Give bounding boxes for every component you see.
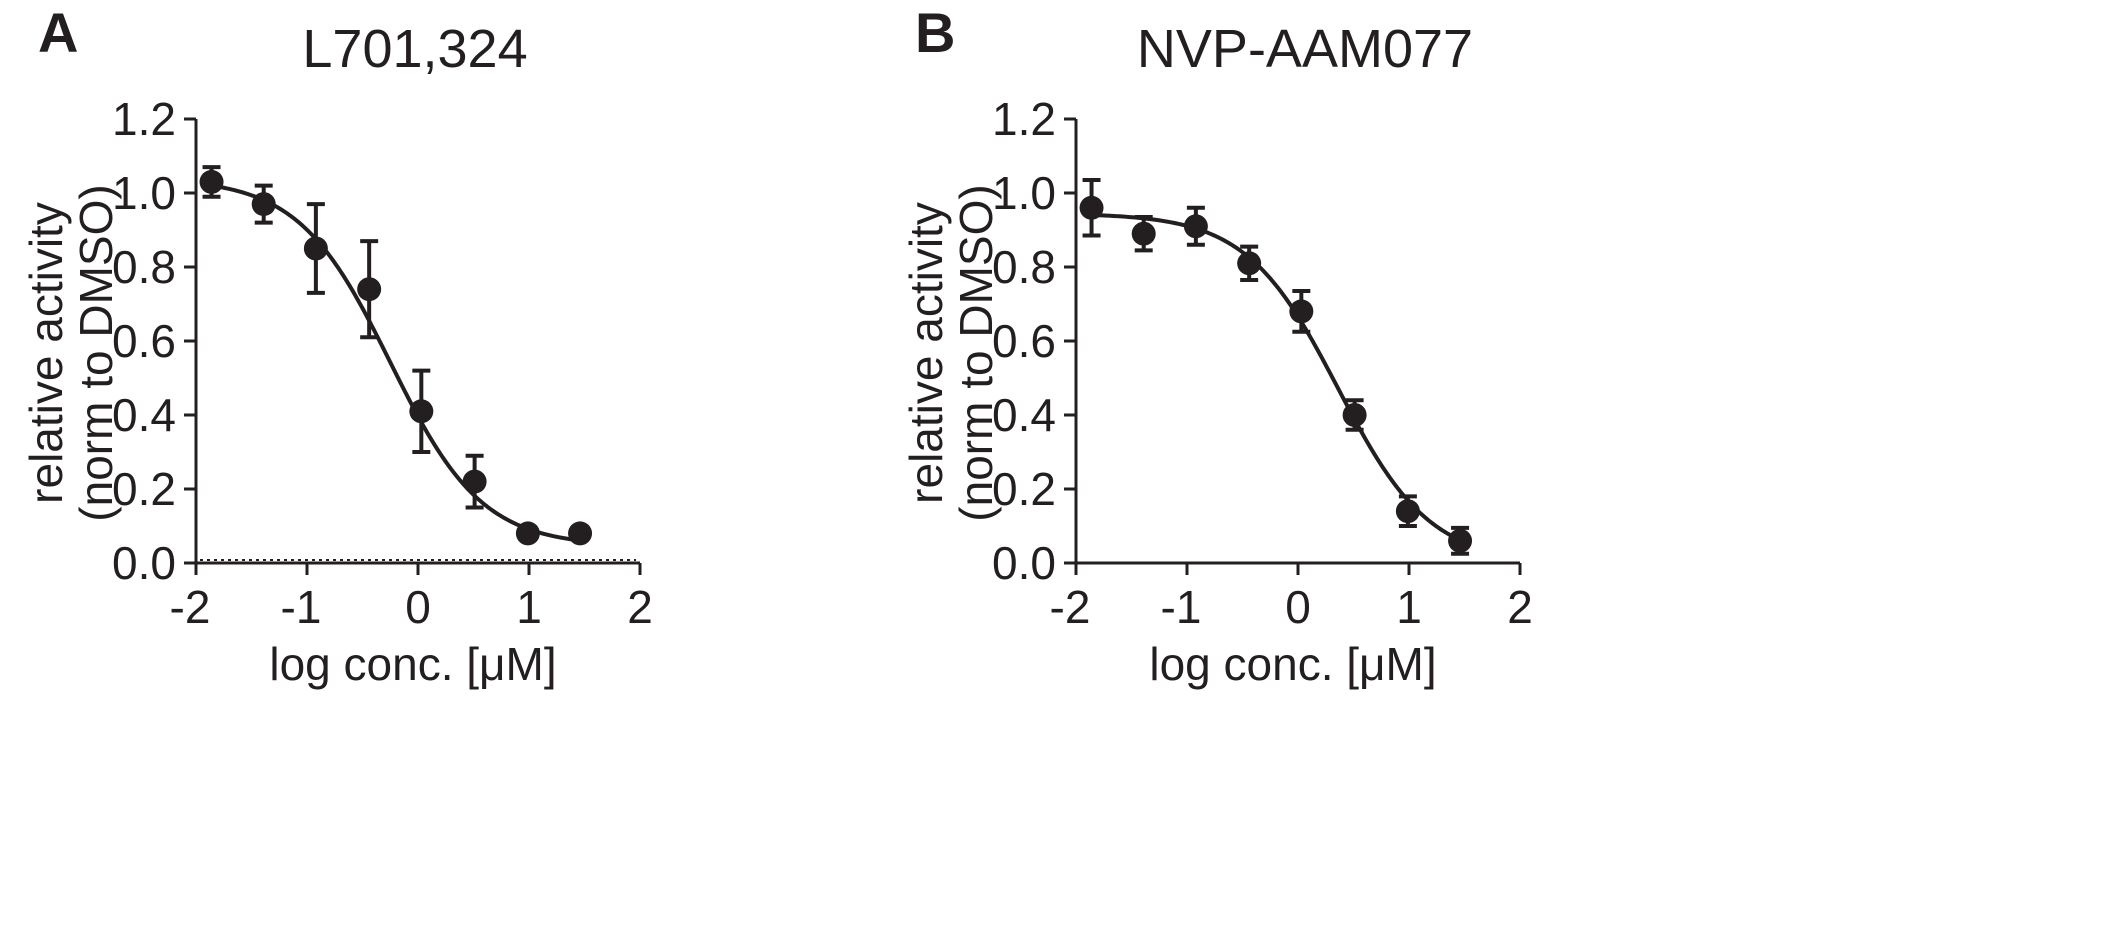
data-point xyxy=(1131,221,1156,246)
y-tick-label: 0.4 xyxy=(112,389,176,441)
data-point xyxy=(199,169,224,194)
y-tick-label: 0.8 xyxy=(992,241,1056,293)
x-tick-label: 2 xyxy=(1507,581,1533,633)
data-point xyxy=(303,236,328,261)
data-point xyxy=(1237,251,1262,276)
chart-title: NVP-AAM077 xyxy=(1137,19,1473,79)
fit-curve xyxy=(1091,212,1461,542)
panel-label: B xyxy=(915,1,955,64)
data-point xyxy=(515,521,540,546)
x-tick-label: 2 xyxy=(627,581,653,633)
x-axis-label: log conc. [μM] xyxy=(269,638,556,690)
y-tick-label: 0.6 xyxy=(992,315,1056,367)
data-point xyxy=(568,521,593,546)
data-point xyxy=(1448,528,1473,553)
y-axis-label-line1: relative activity xyxy=(900,202,952,504)
data-point xyxy=(1342,403,1367,427)
data-point xyxy=(1079,195,1104,220)
y-tick-label: 0.6 xyxy=(112,315,176,367)
x-tick-label: 1 xyxy=(516,581,542,633)
data-point xyxy=(462,469,487,494)
data-point xyxy=(1289,299,1314,324)
x-axis-label: log conc. [μM] xyxy=(1149,638,1436,690)
data-point xyxy=(251,192,276,217)
y-tick-label: 1.0 xyxy=(112,167,176,219)
x-tick-label: -1 xyxy=(1161,581,1202,633)
y-tick-label: 0.2 xyxy=(992,463,1056,515)
y-tick-label: 0.0 xyxy=(112,537,176,589)
y-tick-label: 0.8 xyxy=(112,241,176,293)
y-tick-label: 0.0 xyxy=(992,537,1056,589)
panel-a: A L701,324 0.0 0.2 0.4 0.6 0.8 1.0 1.2 -2 -1 0 1 2 log… xyxy=(20,1,653,690)
y-tick-label: 0.2 xyxy=(112,463,176,515)
data-point xyxy=(1395,499,1420,524)
y-axis-label: relative activity(norm to DMSO) xyxy=(20,184,122,521)
x-tick-label: -1 xyxy=(281,581,322,633)
data-point xyxy=(409,399,434,424)
data-point xyxy=(357,277,382,302)
y-axis-label-line2: (norm to DMSO) xyxy=(70,184,122,521)
panel-label: A xyxy=(38,1,78,64)
x-tick-label: -2 xyxy=(1050,581,1091,633)
y-axis-label-line1: relative activity xyxy=(20,202,72,504)
y-tick-label: 1.0 xyxy=(992,167,1056,219)
fit-curve xyxy=(211,183,581,543)
chart-title: L701,324 xyxy=(302,19,527,79)
x-tick-label: 1 xyxy=(1396,581,1422,633)
y-tick-label: 1.2 xyxy=(112,93,176,145)
panel-b: B NVP-AAM077 0.0 0.2 0.4 0.6 0.8 1.0 1.2 -2 -1 0 1 2 l… xyxy=(900,1,1533,690)
y-tick-label: 0.4 xyxy=(992,389,1056,441)
data-point xyxy=(1183,214,1208,239)
y-tick-label: 1.2 xyxy=(992,93,1056,145)
x-tick-label: 0 xyxy=(1285,581,1311,633)
y-axis-label: relative activity(norm to DMSO) xyxy=(900,184,1002,521)
x-tick-label: -2 xyxy=(170,581,211,633)
x-tick-label: 0 xyxy=(405,581,431,633)
y-axis-label-line2: (norm to DMSO) xyxy=(950,184,1002,521)
